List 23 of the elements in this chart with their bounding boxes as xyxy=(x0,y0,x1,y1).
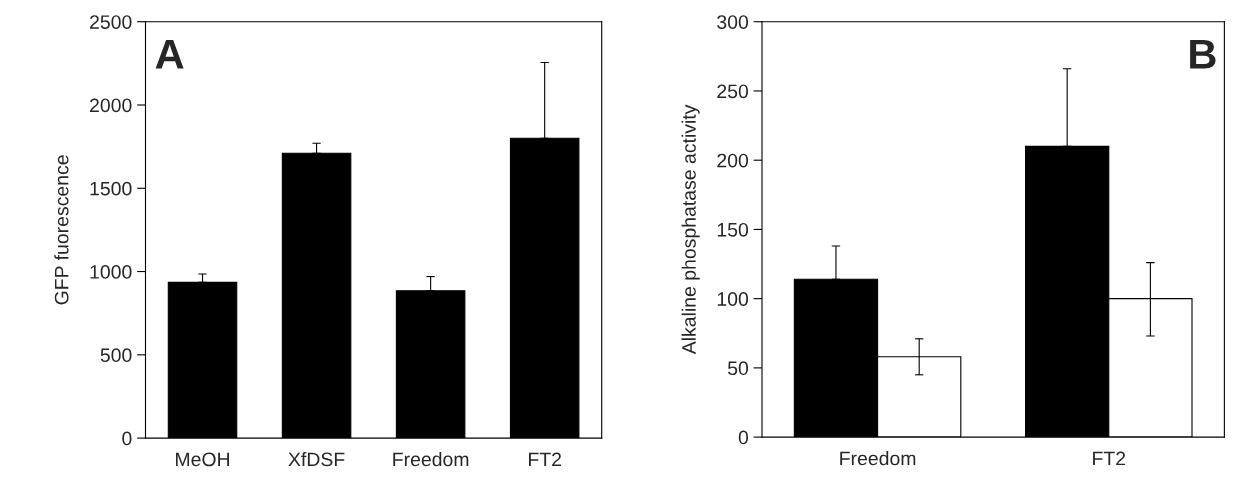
x-tick-label: MeOH xyxy=(176,452,230,467)
y-tick-label: 500 xyxy=(100,348,132,363)
y-tick-label: 150 xyxy=(717,222,749,237)
y-tick-label: 100 xyxy=(717,292,749,306)
y-tick-label: 250 xyxy=(717,84,749,99)
x-tick-label: Freedom xyxy=(393,451,469,467)
annotation: A xyxy=(155,39,184,69)
y-tick-label: 300 xyxy=(717,15,749,29)
y-tick-label: 1000 xyxy=(90,265,132,279)
y-tick-label: 0 xyxy=(122,431,132,446)
y-axis-title: GFP fuorescence xyxy=(54,155,69,305)
x-tick-label: FT2 xyxy=(1093,451,1126,466)
y-tick-label: 200 xyxy=(717,153,749,168)
x-tick-label: FT2 xyxy=(528,452,561,467)
y-axis-title: Alkaline phosphatase activity xyxy=(681,104,700,355)
y-tick-label: 0 xyxy=(738,430,749,445)
y-tick-label: 1500 xyxy=(90,181,132,196)
x-tick-label: Freedom xyxy=(840,451,916,466)
y-tick-label: 50 xyxy=(727,361,749,376)
y-tick-label: 2000 xyxy=(90,98,132,113)
annotation: B xyxy=(1190,39,1216,69)
x-tick-label: XfDSF xyxy=(288,451,345,467)
y-tick-label: 2500 xyxy=(90,15,132,29)
